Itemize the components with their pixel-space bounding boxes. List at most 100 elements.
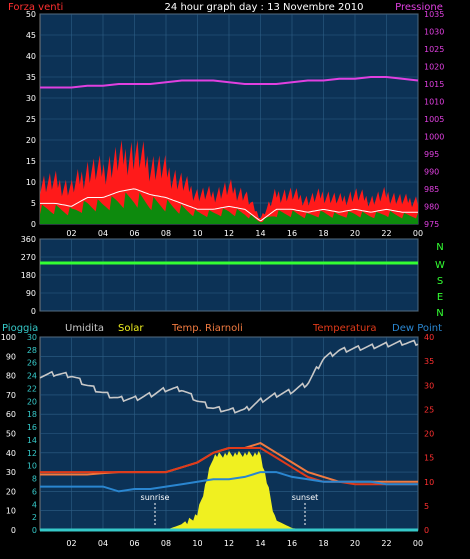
sunset-label: sunset	[292, 493, 319, 502]
x-tick-label: 10	[192, 229, 202, 238]
legend-solar: Solar	[118, 323, 144, 334]
wind-pressure-series	[40, 76, 419, 224]
x-tick-label: 06	[129, 539, 139, 548]
x-tick-label: 04	[98, 229, 108, 238]
pressure-tick-label: 985	[424, 185, 439, 194]
pioggia-tick-label: 30	[27, 333, 37, 342]
legend-temperatura: Temperatura	[312, 323, 377, 334]
pressure-axis-title: Pressione	[395, 2, 443, 13]
temp-tick-label: 30	[424, 381, 434, 390]
temp-tick-label: 10	[424, 478, 434, 487]
x-tick-label: 02	[66, 539, 76, 548]
x-tick-label: 14	[255, 539, 265, 548]
temperature-series	[39, 339, 419, 532]
direction-tick-label: 90	[26, 289, 36, 298]
solar-area	[40, 450, 418, 530]
humidity-tick-label: 90	[6, 352, 16, 361]
pressure-tick-label: 1015	[424, 80, 444, 89]
x-tick-label: 22	[381, 539, 391, 548]
x-tick-label: 10	[192, 539, 202, 548]
pressure-line	[40, 76, 419, 89]
legend-temp-riarnoli: Temp. Riarnoli	[171, 323, 243, 334]
chart-title: 24 hour graph day : 13 Novembre 2010	[165, 2, 364, 13]
temperatura-line	[40, 447, 418, 486]
x-tick-label: 12	[224, 229, 234, 238]
x-tick-label: 16	[287, 229, 297, 238]
pressure-tick-label: 1035	[424, 10, 444, 19]
pressure-tick-label: 995	[424, 150, 439, 159]
axis-labels: 0510152025303540455097598098599099510001…	[1, 10, 445, 548]
humidity-tick-label: 60	[6, 410, 16, 419]
wind-tick-label: 20	[26, 136, 36, 145]
pioggia-tick-label: 2	[32, 513, 37, 522]
wind-gust-area	[40, 140, 418, 224]
x-tick-label: 16	[287, 539, 297, 548]
pioggia-tick-label: 22	[27, 384, 37, 393]
x-tick-label: 08	[161, 229, 171, 238]
compass-e: E	[437, 292, 443, 303]
humidity-tick-label: 30	[6, 468, 16, 477]
wind-tick-label: 25	[26, 115, 36, 124]
pioggia-tick-label: 24	[27, 372, 37, 381]
direction-grid	[40, 238, 419, 312]
x-tick-label: 18	[318, 229, 328, 238]
direction-tick-label: 360	[21, 235, 36, 244]
pioggia-tick-label: 8	[32, 475, 37, 484]
pressure-tick-label: 980	[424, 203, 439, 212]
pioggia-tick-label: 28	[27, 346, 37, 355]
humidity-tick-label: 80	[6, 372, 16, 381]
wind-tick-label: 35	[26, 73, 36, 82]
pressure-tick-label: 1000	[424, 133, 444, 142]
temp-tick-label: 0	[424, 526, 429, 535]
pressure-tick-label: 1025	[424, 45, 444, 54]
wind-tick-label: 45	[26, 31, 36, 40]
legend-umidita: Umidita	[65, 323, 104, 334]
temp-tick-label: 25	[424, 405, 434, 414]
compass-w: W	[435, 260, 445, 271]
direction-tick-label: 270	[21, 253, 36, 262]
pioggia-tick-label: 4	[32, 500, 37, 509]
humidity-tick-label: 10	[6, 507, 16, 516]
humidity-tick-label: 0	[11, 526, 16, 535]
wind-average-line	[40, 188, 418, 222]
temp-tick-label: 35	[424, 357, 434, 366]
temp-tick-label: 20	[424, 430, 434, 439]
pioggia-tick-label: 18	[27, 410, 37, 419]
wind-tick-label: 5	[31, 199, 36, 208]
pressure-tick-label: 1020	[424, 63, 444, 72]
temp-tick-label: 5	[424, 502, 429, 511]
legend-pioggia: Pioggia	[2, 323, 38, 334]
compass-s: S	[437, 276, 443, 287]
wind-tick-label: 40	[26, 52, 36, 61]
wind-direction-area	[40, 192, 418, 224]
x-tick-label: 02	[66, 229, 76, 238]
direction-tick-label: 0	[31, 307, 36, 316]
compass-n-bottom: N	[436, 308, 443, 319]
compass-n-top: N	[436, 242, 443, 253]
wind-tick-label: 50	[26, 10, 36, 19]
pioggia-tick-label: 12	[27, 449, 37, 458]
pioggia-tick-label: 26	[27, 359, 37, 368]
wind-axis-title: Forza venti	[8, 2, 63, 13]
temp-tick-label: 15	[424, 454, 434, 463]
pioggia-tick-label: 6	[32, 487, 37, 496]
pioggia-tick-label: 20	[27, 397, 37, 406]
x-tick-label: 12	[224, 539, 234, 548]
x-tick-label: 04	[98, 539, 108, 548]
pressure-tick-label: 1010	[424, 98, 444, 107]
humidity-tick-label: 50	[6, 430, 16, 439]
direction-tick-label: 180	[21, 271, 36, 280]
wind-tick-label: 15	[26, 157, 36, 166]
pressure-tick-label: 1005	[424, 115, 444, 124]
dew-point-line	[40, 471, 418, 493]
humidity-tick-label: 20	[6, 487, 16, 496]
wind-tick-label: 30	[26, 94, 36, 103]
x-tick-label: 00	[413, 539, 423, 548]
wind-tick-label: 0	[31, 220, 36, 229]
x-tick-label: 14	[255, 229, 265, 238]
humidity-tick-label: 70	[6, 391, 16, 400]
humidity-tick-label: 40	[6, 449, 16, 458]
x-tick-label: 00	[413, 229, 423, 238]
